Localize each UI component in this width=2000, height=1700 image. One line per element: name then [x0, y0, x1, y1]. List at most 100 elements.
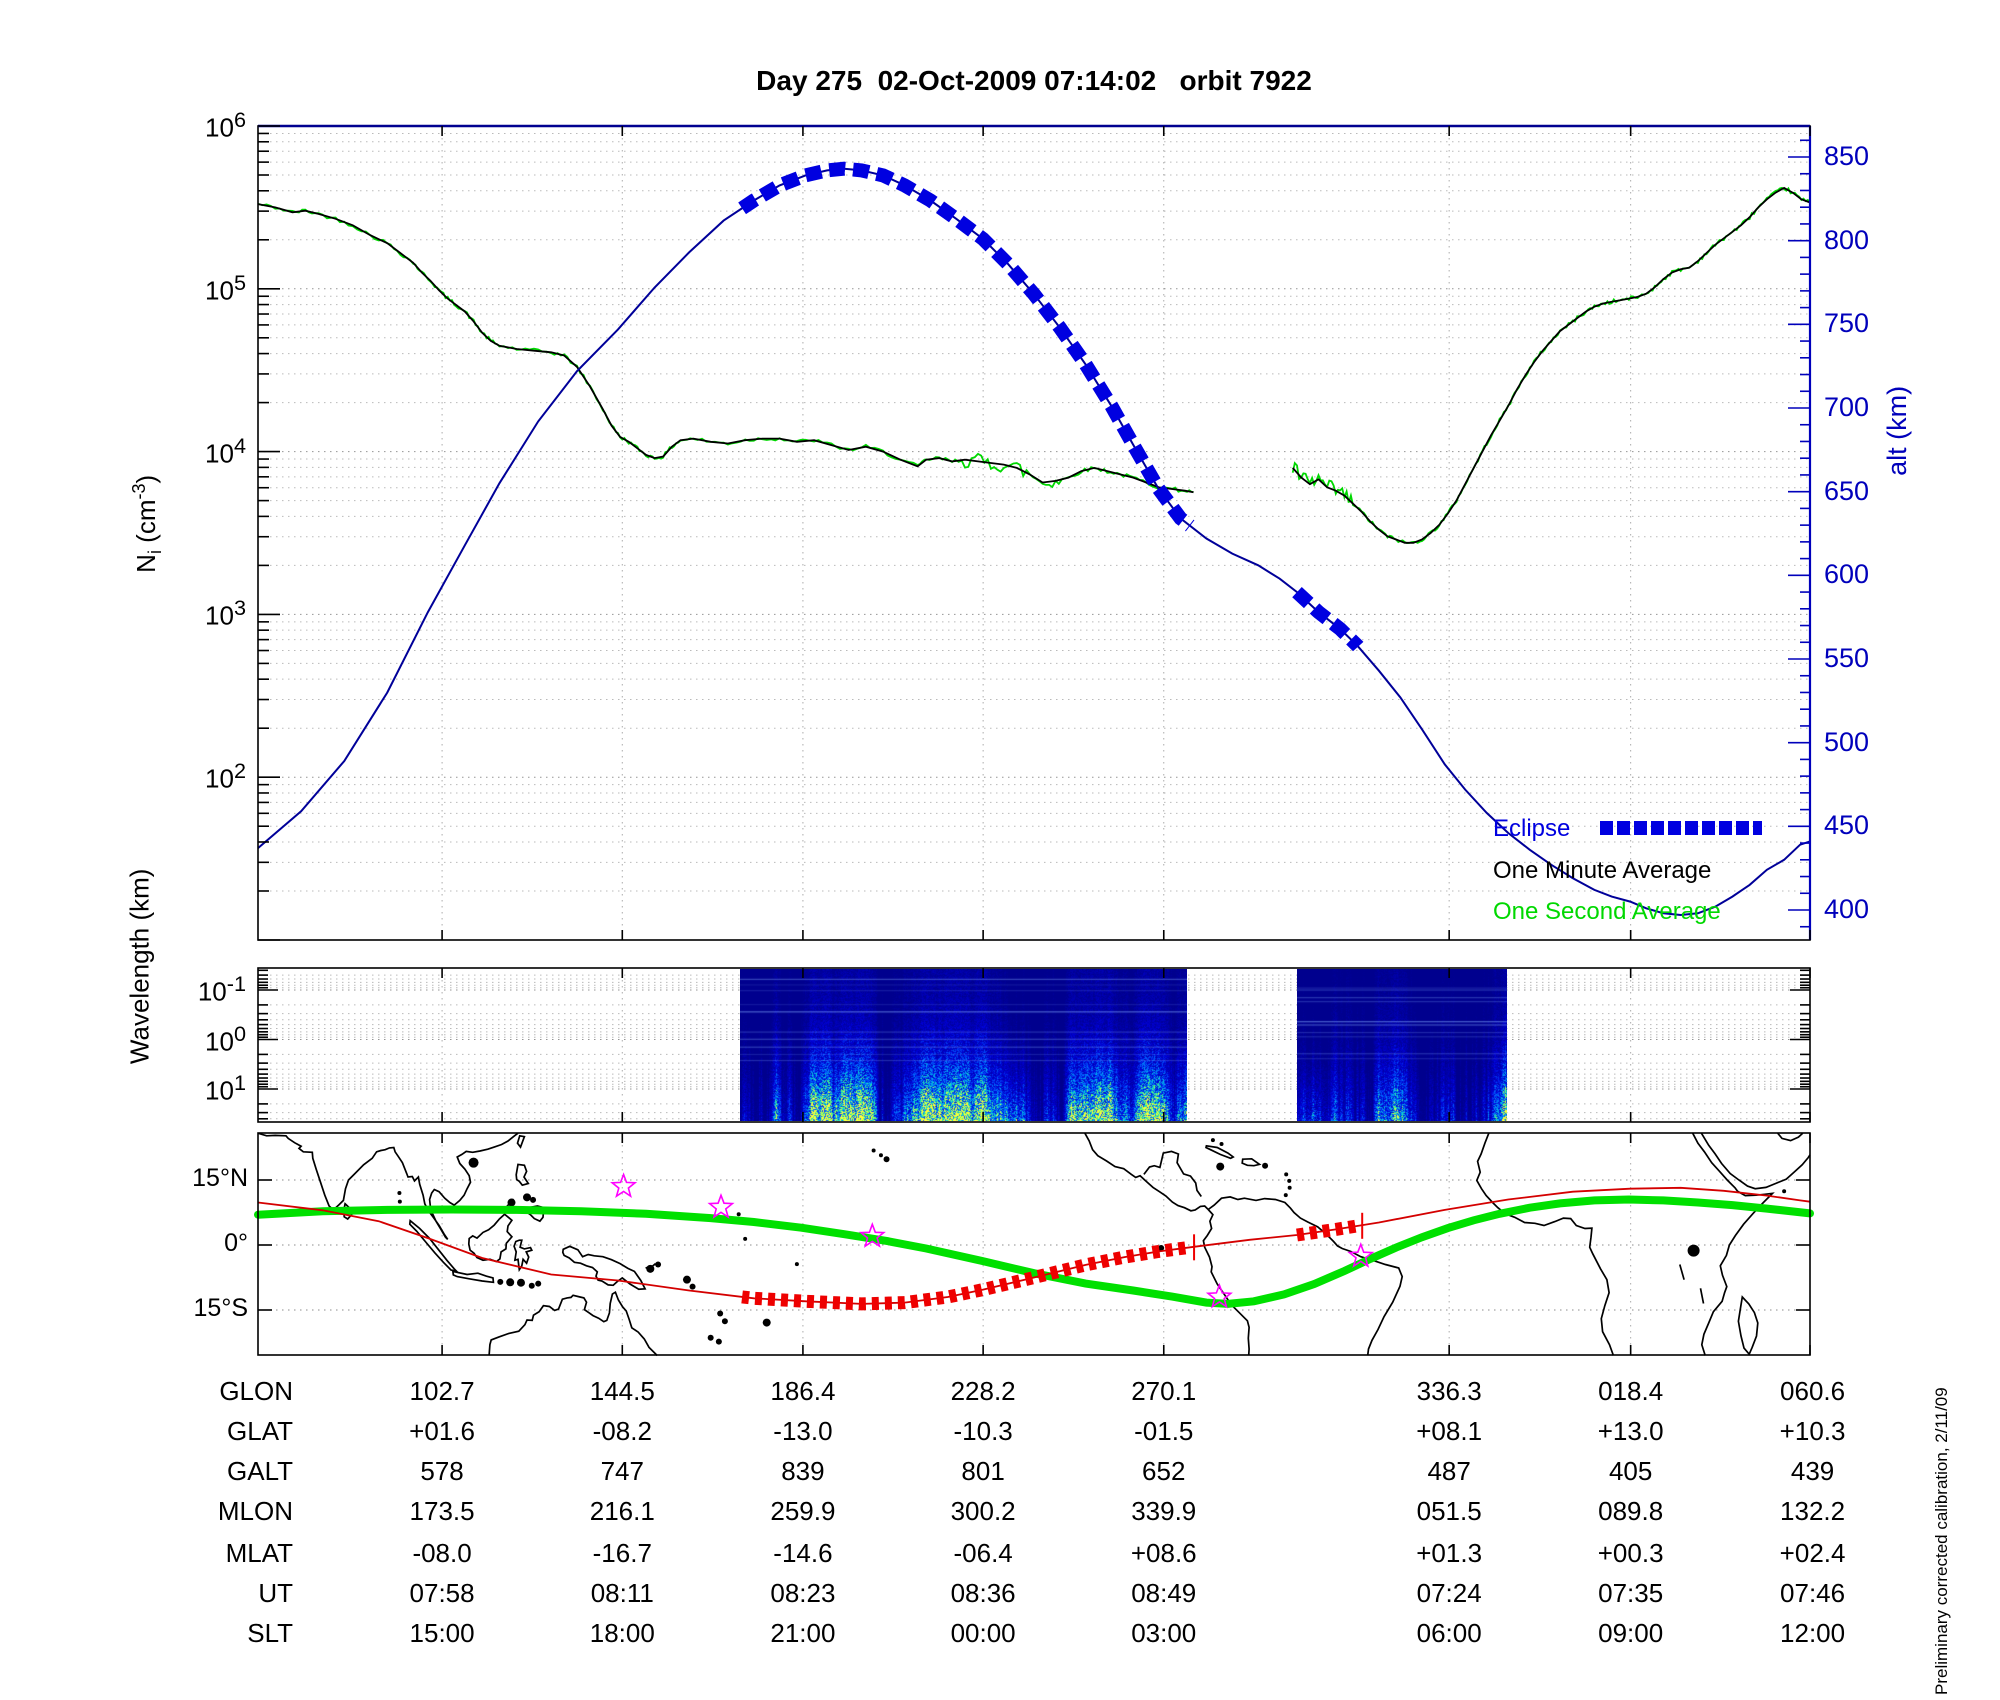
- table-value-mlat: -06.4: [953, 1538, 1013, 1568]
- map-latitude-label: 15°S: [193, 1294, 248, 1322]
- panel-frames: [257, 124, 1812, 1356]
- table-value-ut: 08:11: [590, 1578, 654, 1608]
- calibration-note: Preliminary corrected calibration, 2/11/…: [1882, 1387, 2000, 1695]
- table-value-mlon: 132.2: [1780, 1496, 1846, 1526]
- altitude-tick-label: 700: [1824, 392, 1870, 422]
- map-island: [871, 1148, 876, 1153]
- table-value-glon: 018.4: [1598, 1376, 1664, 1406]
- grid-lines: [258, 126, 1810, 1355]
- density-tick-label: 102: [205, 758, 246, 794]
- calibration-note-line1: Preliminary corrected calibration, 2/11/…: [1932, 1387, 1951, 1695]
- table-value-mlon: 089.8: [1598, 1496, 1664, 1526]
- map-island: [743, 1236, 748, 1241]
- map-island: [762, 1318, 771, 1327]
- ground-station-star: [858, 1221, 886, 1248]
- table-value-glon: 336.3: [1416, 1376, 1482, 1406]
- table-value-slt: 12:00: [1780, 1618, 1846, 1648]
- map-island: [1782, 1189, 1787, 1194]
- map-island: [689, 1283, 696, 1290]
- map-island: [883, 1156, 890, 1163]
- ground-station-stars: [610, 1172, 1375, 1309]
- map-latitude-label: 15°N: [192, 1164, 248, 1192]
- table-value-mlat: +01.3: [1416, 1538, 1483, 1568]
- map-island: [707, 1334, 714, 1341]
- table-value-ut: 08:36: [950, 1578, 1016, 1608]
- altitude-tick-label: 500: [1824, 726, 1870, 757]
- table-row-label: MLAT: [225, 1538, 293, 1568]
- map-island: [794, 1262, 799, 1267]
- altitude-tick-label: 400: [1824, 894, 1870, 924]
- altitude-tick-label: 850: [1824, 141, 1870, 171]
- legend-one-minute-label: One Minute Average: [1493, 857, 1712, 884]
- table-value-glat: +13.0: [1597, 1416, 1664, 1446]
- table-value-slt: 03:00: [1131, 1618, 1197, 1648]
- ground-station-star: [1347, 1242, 1375, 1268]
- map-island: [1262, 1162, 1269, 1169]
- map-island: [717, 1310, 724, 1317]
- table-value-ut: 07:24: [1416, 1578, 1482, 1608]
- table-value-glat: -01.5: [1134, 1416, 1194, 1446]
- map-island: [497, 1278, 504, 1285]
- wavelength-spectrogram-segment-2: [1297, 969, 1507, 1121]
- table-value-glon: 102.7: [409, 1376, 475, 1406]
- altitude-tick-label: 600: [1824, 559, 1870, 590]
- map-island: [506, 1278, 515, 1287]
- table-value-galt: 439: [1790, 1456, 1835, 1486]
- table-value-glon: 060.6: [1780, 1376, 1846, 1406]
- eclipse-ground-track-overlay: [741, 1212, 1364, 1311]
- table-value-mlon: 300.2: [950, 1496, 1016, 1526]
- table-value-mlat: +08.6: [1130, 1538, 1197, 1568]
- table-value-ut: 07:58: [409, 1578, 475, 1608]
- ground-station-star: [610, 1172, 638, 1199]
- density-tick-label: 104: [205, 432, 246, 469]
- map-island: [535, 1280, 542, 1287]
- table-value-slt: 18:00: [589, 1618, 655, 1648]
- table-value-glon: 144.5: [589, 1376, 655, 1406]
- table-value-galt: 578: [420, 1456, 464, 1486]
- map-island: [1284, 1172, 1289, 1177]
- table-value-slt: 21:00: [770, 1618, 836, 1648]
- map-island: [1287, 1178, 1292, 1183]
- table-value-glat: -10.3: [953, 1416, 1013, 1446]
- map-island: [878, 1153, 883, 1158]
- wavelength-spectrogram-segment-1: [740, 969, 1187, 1121]
- table-value-mlat: -16.7: [592, 1538, 652, 1568]
- ground-station-star: [1205, 1282, 1233, 1309]
- eclipse-overlay: [738, 161, 1364, 652]
- density-tick-label: 106: [205, 107, 246, 143]
- map-island: [736, 1212, 741, 1217]
- table-value-slt: 15:00: [409, 1618, 475, 1648]
- map-island: [468, 1157, 479, 1168]
- map-island: [1210, 1138, 1215, 1143]
- map-island: [528, 1282, 535, 1289]
- map-island: [507, 1198, 516, 1207]
- table-value-galt: 405: [1608, 1456, 1653, 1486]
- wavelength-tick-label: 100: [205, 1020, 246, 1057]
- map-island: [523, 1193, 532, 1202]
- table-value-glon: 186.4: [770, 1376, 836, 1406]
- map-island: [397, 1199, 402, 1204]
- map-latitude-label: 0°: [224, 1229, 248, 1257]
- map-island: [721, 1318, 728, 1325]
- map-island: [516, 1278, 525, 1287]
- altitude-tick-label: 800: [1824, 224, 1870, 255]
- table-value-slt: 06:00: [1416, 1618, 1482, 1648]
- table-value-mlat: -08.0: [412, 1538, 472, 1568]
- page-title: Day 275 02-Oct-2009 07:14:02 orbit 7922: [756, 65, 1312, 96]
- legend-eclipse-label: Eclipse: [1493, 815, 1571, 842]
- table-value-mlat: +02.4: [1779, 1538, 1846, 1568]
- density-tick-label: 103: [205, 595, 246, 632]
- table-value-galt: 839: [781, 1456, 825, 1486]
- altitude-tick-label: 450: [1824, 810, 1870, 841]
- table-value-mlat: +00.3: [1597, 1538, 1664, 1568]
- table-value-mlon: 259.9: [770, 1496, 836, 1526]
- table-value-glat: +01.6: [409, 1416, 475, 1446]
- table-row-label: UT: [258, 1578, 293, 1608]
- wavelength-tick-label: 10-1: [197, 971, 246, 1007]
- magnetic-dip-equator-line: [254, 1195, 1814, 1308]
- table-value-galt: 487: [1427, 1456, 1471, 1486]
- map-island: [1216, 1162, 1225, 1171]
